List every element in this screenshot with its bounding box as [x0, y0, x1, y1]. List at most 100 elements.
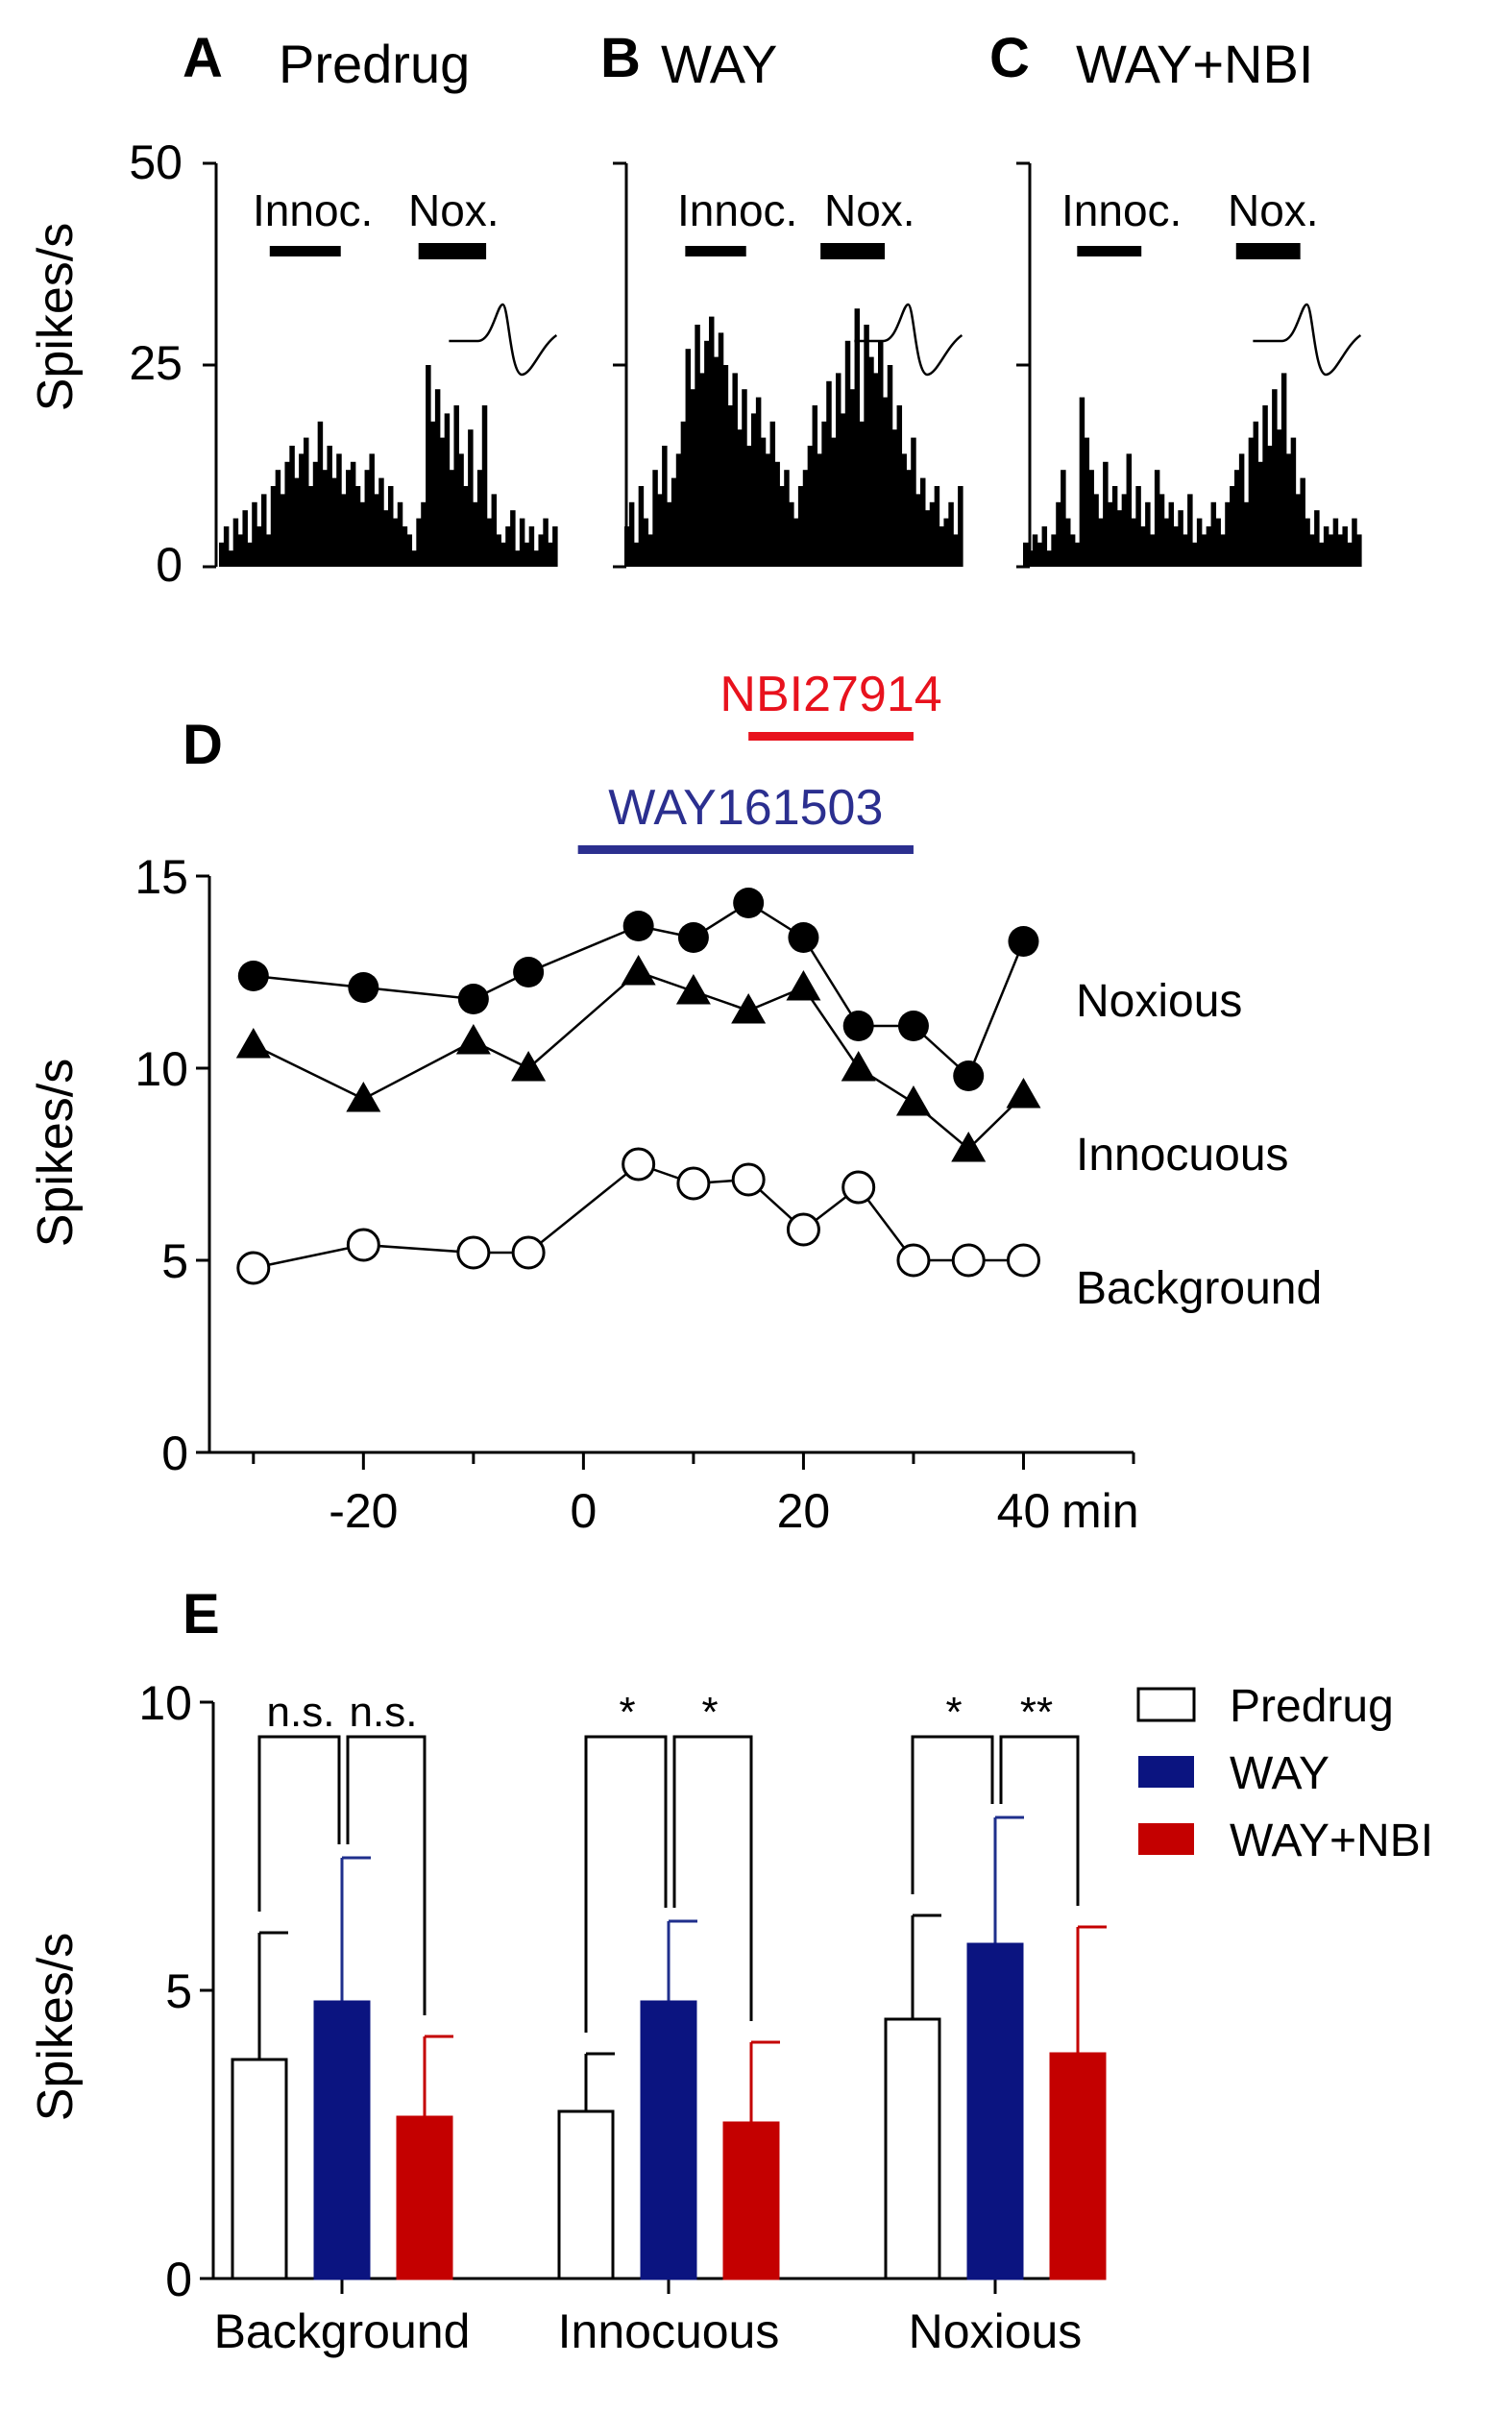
histogram-bin [1023, 542, 1029, 567]
histogram-bin [746, 446, 752, 567]
histogram-bin [643, 518, 649, 567]
histogram-bin [397, 501, 403, 567]
histogram-bin [481, 405, 488, 567]
histogram-bin [901, 453, 907, 567]
histogram-bin [1262, 405, 1268, 567]
histogram-bin [685, 349, 692, 567]
histogram-bin [1238, 453, 1245, 567]
histogram-bin [652, 470, 658, 567]
histogram-bin [713, 356, 719, 567]
legend-label-predrug: Predrug [1230, 1681, 1394, 1732]
noxious-stimulus-bar [1235, 243, 1301, 259]
histogram-bin [647, 534, 653, 567]
spike-waveform-icon [854, 303, 963, 377]
data-point-innocuous [511, 1051, 547, 1082]
histogram-bin [1131, 518, 1136, 567]
histogram-bin [1088, 470, 1094, 567]
histogram-bin [1187, 494, 1193, 567]
significance-bracket-left [584, 1735, 668, 2033]
histogram-bin [1332, 518, 1339, 567]
panel-title-way: WAY [661, 34, 777, 94]
histogram-bin [812, 405, 818, 567]
histogram-bin [1103, 461, 1109, 567]
histogram-bin [1352, 518, 1357, 567]
histogram-bin [354, 486, 361, 567]
histogram-bin [336, 453, 342, 567]
histogram-bin [1356, 534, 1362, 567]
histogram-bin [840, 413, 846, 567]
data-point-background [236, 1251, 271, 1285]
data-point-background [951, 1243, 986, 1278]
bar-way-background [313, 2000, 371, 2280]
histogram-bin [1079, 397, 1085, 567]
bar-predrug-noxious [884, 2017, 941, 2280]
histogram-bin [1140, 526, 1146, 567]
data-point-background [622, 1147, 656, 1182]
histogram-bin [463, 486, 469, 567]
histogram-bin [844, 340, 851, 567]
data-point-background [731, 1162, 766, 1197]
histogram-bin [1069, 534, 1076, 567]
histogram-bin [1032, 534, 1038, 567]
significance-bracket-left [257, 1735, 341, 1912]
data-point-background [786, 1212, 820, 1247]
histogram-bin [1056, 501, 1061, 567]
histogram-bin [774, 461, 780, 567]
histogram-bin [232, 518, 239, 567]
data-point-innocuous [675, 974, 711, 1005]
histogram-bin [680, 421, 687, 567]
histogram-bin [1145, 501, 1151, 567]
histogram-bin [896, 405, 903, 567]
histogram-bin [943, 518, 949, 567]
histogram-bin [434, 389, 441, 567]
nox-label: Nox. [1228, 185, 1319, 235]
significance-bracket-right [999, 1735, 1080, 1906]
data-point-background [511, 1235, 546, 1270]
histogram-bin [317, 421, 324, 567]
histogram-bin [789, 501, 794, 567]
drug-label-way161503: WAY161503 [608, 780, 883, 836]
histogram-bin [1150, 534, 1156, 567]
histogram-bin [1061, 470, 1066, 567]
timecourse-x-unit: min [1061, 1484, 1139, 1538]
bar-y-axis-label: Spikes/s [28, 1933, 84, 2122]
histogram-bin [411, 550, 417, 567]
drug-bar-nbi27914 [748, 732, 914, 741]
significance-label-right: n.s. [350, 1689, 418, 1736]
histogram-bin [709, 316, 715, 567]
spike-waveform-icon [449, 303, 558, 377]
histogram-bin [1248, 437, 1255, 567]
histogram-bin [369, 453, 375, 567]
histogram-bin [374, 494, 379, 567]
histogram-bin [868, 356, 874, 567]
histogram-bin [765, 453, 771, 567]
histogram-bin [1206, 526, 1212, 567]
bar-y-tick-label: 5 [165, 1964, 192, 2018]
histogram-bin [953, 534, 959, 567]
significance-bracket-left [911, 1735, 994, 1894]
histogram-bin [1314, 510, 1320, 567]
histogram-bin [473, 501, 478, 567]
legend-label-way-nbi: WAY+NBI [1230, 1816, 1433, 1866]
histogram-bin [312, 461, 319, 567]
histogram-bin [261, 494, 267, 567]
innoc-label: Innoc. [253, 185, 373, 235]
innocuous-stimulus-bar [1077, 246, 1142, 256]
histogram-bin [1295, 494, 1302, 567]
data-point-noxious [1008, 926, 1039, 957]
histogram-bin [633, 542, 640, 567]
histogram-bin [807, 446, 814, 567]
data-point-innocuous [731, 993, 767, 1024]
histogram-bin [252, 501, 257, 567]
histogram-bin [364, 470, 371, 567]
histogram-bin [1135, 486, 1141, 567]
timecourse-y-tick-label: 15 [134, 850, 188, 904]
timecourse-x-tick-label: -20 [329, 1484, 398, 1538]
histogram-bin [496, 534, 501, 567]
histogram-bin [1192, 542, 1198, 567]
histogram-bin [667, 501, 672, 567]
innocuous-stimulus-bar [269, 246, 341, 256]
histogram-bin [802, 470, 809, 567]
